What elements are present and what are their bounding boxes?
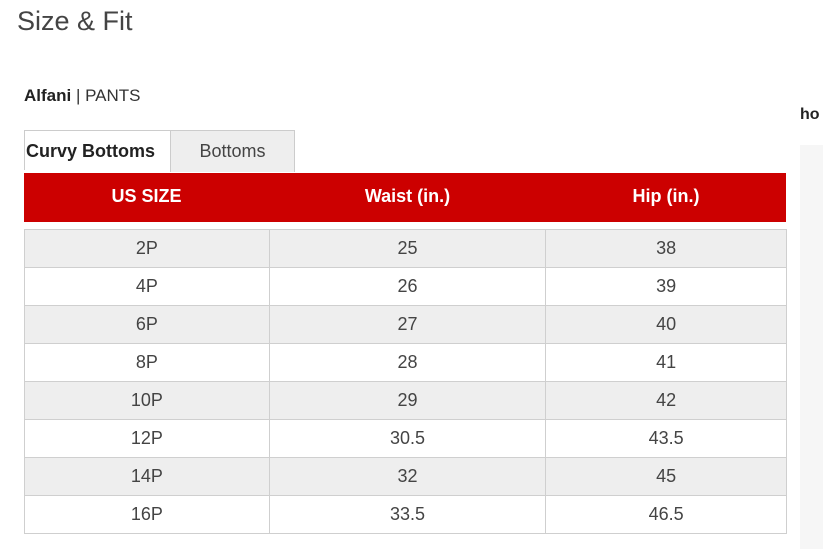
table-row: 6P 27 40 — [24, 305, 787, 344]
waist-cell: 33.5 — [268, 495, 547, 534]
hip-cell: 41 — [545, 343, 787, 382]
hip-cell: 42 — [545, 381, 787, 420]
waist-cell: 27 — [268, 305, 547, 344]
waist-cell: 28 — [268, 343, 547, 382]
hip-cell: 46.5 — [545, 495, 787, 534]
table-row: 12P 30.5 43.5 — [24, 419, 787, 458]
table-row: 14P 32 45 — [24, 457, 787, 496]
brand-category: PANTS — [85, 86, 141, 105]
waist-cell: 30.5 — [268, 419, 547, 458]
size-cell: 14P — [24, 457, 270, 496]
side-panel — [800, 145, 823, 549]
size-cell: 10P — [24, 381, 270, 420]
table-row: 16P 33.5 46.5 — [24, 495, 787, 534]
size-cell: 16P — [24, 495, 270, 534]
size-table-header: US SIZE Waist (in.) Hip (in.) — [24, 173, 786, 222]
size-cell: 12P — [24, 419, 270, 458]
size-cell: 8P — [24, 343, 270, 382]
header-waist: Waist (in.) — [364, 186, 451, 206]
side-panel-heading: ho — [800, 106, 820, 123]
size-cell: 2P — [24, 229, 270, 268]
brand-line: Alfani | PANTS — [24, 86, 141, 106]
table-row: 2P 25 38 — [24, 229, 787, 268]
size-cell: 6P — [24, 305, 270, 344]
waist-cell: 29 — [268, 381, 547, 420]
size-chart-tabs: Curvy Bottoms Bottoms — [24, 130, 295, 172]
hip-cell: 39 — [545, 267, 787, 306]
waist-cell: 26 — [268, 267, 547, 306]
table-row: 4P 26 39 — [24, 267, 787, 306]
hip-cell: 40 — [545, 305, 787, 344]
waist-cell: 32 — [268, 457, 547, 496]
hip-cell: 38 — [545, 229, 787, 268]
page-title: Size & Fit — [17, 6, 133, 36]
size-table: 2P 25 38 4P 26 39 6P 27 40 8P 28 41 10P … — [24, 229, 787, 534]
header-hip: Hip (in.) — [632, 186, 700, 206]
brand-name: Alfani — [24, 86, 72, 105]
tab-curvy-bottoms[interactable]: Curvy Bottoms — [24, 130, 170, 170]
hip-cell: 45 — [545, 457, 787, 496]
size-cell: 4P — [24, 267, 270, 306]
brand-separator: | — [71, 86, 86, 105]
table-row: 8P 28 41 — [24, 343, 787, 382]
header-us-size: US SIZE — [111, 186, 182, 206]
waist-cell: 25 — [268, 229, 547, 268]
hip-cell: 43.5 — [545, 419, 787, 458]
table-row: 10P 29 42 — [24, 381, 787, 420]
tab-bottoms[interactable]: Bottoms — [170, 130, 295, 172]
